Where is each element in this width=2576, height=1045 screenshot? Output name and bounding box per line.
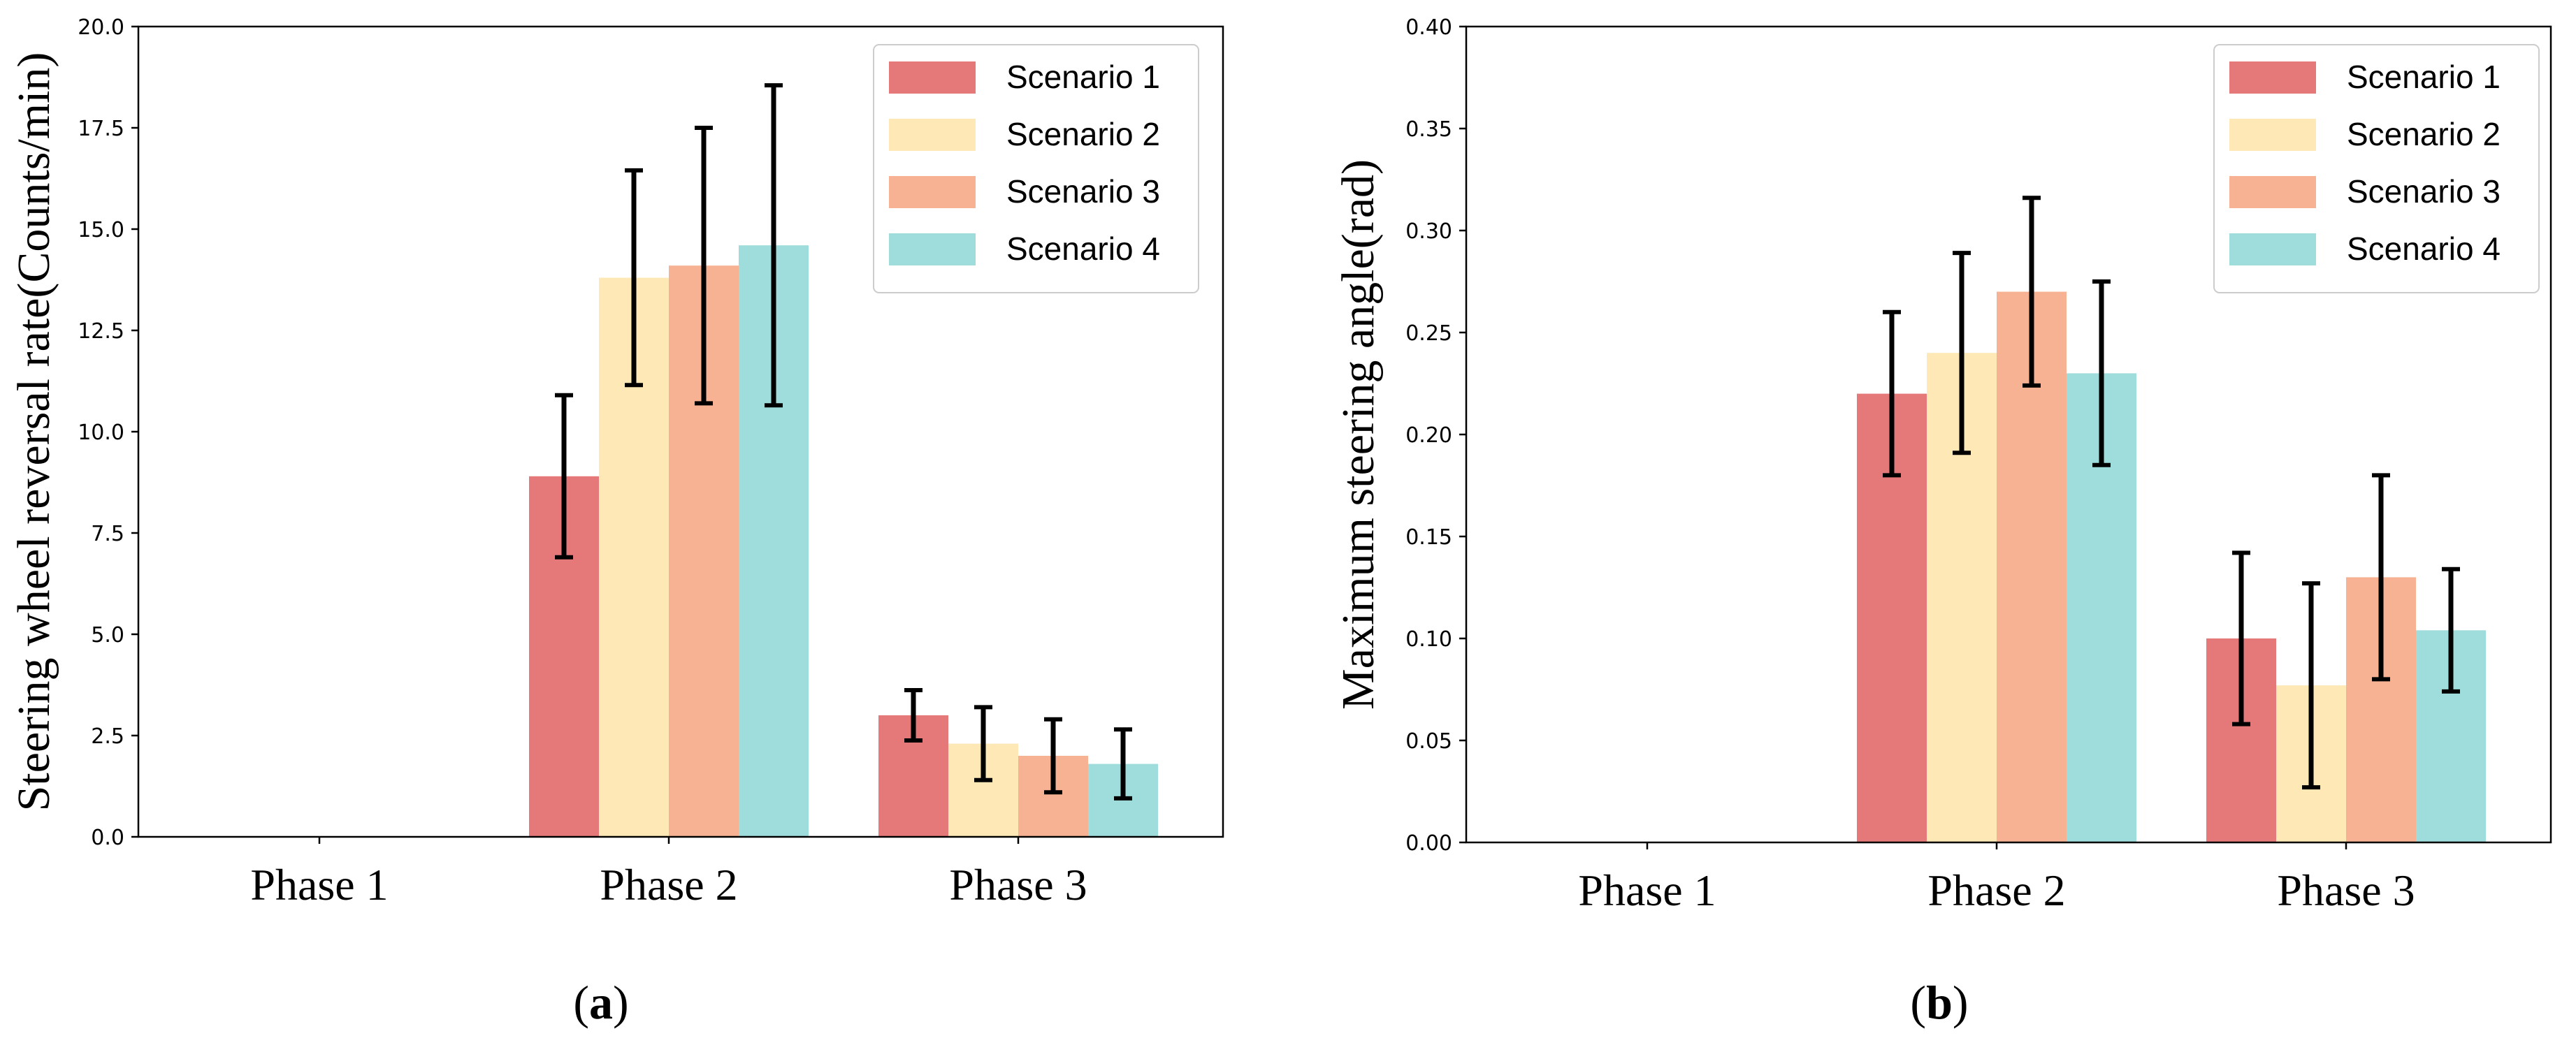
- errorbar-a-4-2: [765, 83, 783, 408]
- ytick-label-b-7: 0.35: [1405, 117, 1452, 142]
- errorbar-b-2-2: [1953, 251, 1971, 455]
- ytick-label-b-1: 0.05: [1405, 729, 1452, 754]
- legend-swatch-a-4: [889, 233, 976, 265]
- ytick-label-b-5: 0.25: [1405, 321, 1452, 346]
- ytick-label-a-6: 15.0: [78, 218, 124, 242]
- chart-a-steering-reversal-rate: 0.0 2.5 5.0 7.5 10.0 12.5 15.0 17.5 20.0 Phase 1 P…: [8, 15, 1224, 909]
- errorbar-b-4-3: [2442, 567, 2460, 694]
- legend-label-b-3: Scenario 3: [2347, 173, 2501, 210]
- legend-swatch-a-1: [889, 61, 976, 94]
- legend-label-a-3: Scenario 3: [1006, 173, 1160, 210]
- category-label-b-2: Phase 3: [2277, 865, 2415, 915]
- errorbar-b-2-3: [2302, 581, 2320, 790]
- ytick-label-a-0: 0.0: [91, 826, 124, 850]
- ytick-label-a-8: 20.0: [78, 15, 124, 40]
- legend-a: Scenario 1 Scenario 2 Scenario 3 Scenario 4: [873, 44, 1199, 293]
- ytick-label-b-4: 0.20: [1405, 423, 1452, 448]
- y-axis-title-a: Steering wheel reversal rate(Counts/min): [8, 52, 59, 812]
- errorbar-b-4-2: [2092, 279, 2111, 467]
- category-label-a-1: Phase 2: [600, 860, 737, 909]
- errorbar-a-2-3: [974, 705, 992, 782]
- legend-swatch-b-3: [2229, 176, 2316, 208]
- legend-swatch-b-4: [2229, 233, 2316, 265]
- ytick-label-b-8: 0.40: [1405, 15, 1452, 40]
- ytick-label-a-7: 17.5: [78, 117, 124, 141]
- legend-label-b-1: Scenario 1: [2347, 59, 2501, 95]
- category-label-b-0: Phase 1: [1578, 865, 1716, 915]
- errorbar-a-1-3: [904, 688, 922, 743]
- category-label-b-1: Phase 2: [1927, 865, 2065, 915]
- errorbar-b-1-3: [2232, 550, 2250, 726]
- errorbar-a-1-2: [555, 393, 573, 560]
- chart-b-max-steering-angle: 0.00 0.05 0.10 0.15 0.20 0.25 0.30 0.35 0.40 Phas…: [1333, 15, 2552, 915]
- ytick-label-a-2: 5.0: [91, 623, 124, 648]
- ytick-label-a-1: 2.5: [91, 724, 124, 749]
- caption-a: (a): [573, 976, 628, 1029]
- ytick-label-a-5: 12.5: [78, 319, 124, 344]
- ytick-label-b-2: 0.10: [1405, 627, 1452, 652]
- ytick-label-a-4: 10.0: [78, 421, 124, 445]
- ytick-label-b-3: 0.15: [1405, 525, 1452, 550]
- errorbar-b-3-2: [2023, 196, 2041, 388]
- legend-label-a-1: Scenario 1: [1006, 59, 1160, 95]
- errorbar-b-1-2: [1883, 309, 1901, 478]
- errorbar-a-3-2: [695, 126, 713, 406]
- legend-b: Scenario 1 Scenario 2 Scenario 3 Scenario 4: [2213, 44, 2540, 293]
- errorbar-a-2-2: [625, 168, 643, 388]
- legend-swatch-b-2: [2229, 119, 2316, 151]
- errorbar-b-3-3: [2372, 473, 2390, 682]
- legend-label-b-2: Scenario 2: [2347, 116, 2501, 152]
- caption-b-letter: b: [1926, 976, 1953, 1029]
- legend-box-a: [873, 44, 1199, 293]
- caption-a-letter: a: [589, 976, 613, 1029]
- errorbar-a-4-3: [1114, 727, 1132, 801]
- errorbar-a-3-3: [1044, 717, 1062, 795]
- category-label-a-2: Phase 3: [949, 860, 1087, 909]
- ytick-label-b-6: 0.30: [1405, 219, 1452, 244]
- ytick-label-b-0: 0.00: [1405, 831, 1452, 856]
- legend-label-a-4: Scenario 4: [1006, 231, 1160, 267]
- legend-swatch-b-1: [2229, 61, 2316, 94]
- legend-box-b: [2213, 44, 2540, 293]
- legend-label-a-2: Scenario 2: [1006, 116, 1160, 152]
- legend-swatch-a-3: [889, 176, 976, 208]
- legend-swatch-a-2: [889, 119, 976, 151]
- legend-label-b-4: Scenario 4: [2347, 231, 2501, 267]
- caption-b: (b): [1910, 976, 1968, 1029]
- y-axis-title-b: Maximum steering angle(rad): [1333, 159, 1384, 710]
- category-label-a-0: Phase 1: [250, 860, 388, 909]
- ytick-label-a-3: 7.5: [91, 522, 124, 546]
